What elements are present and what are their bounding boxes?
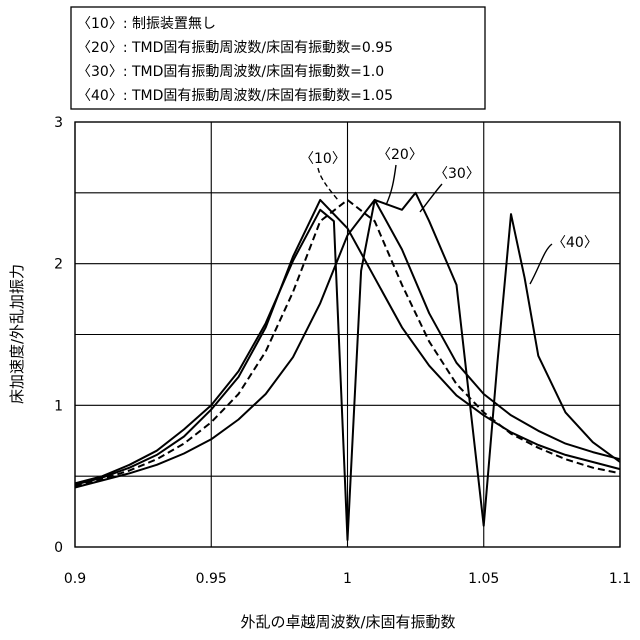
annotation-20-leader <box>386 165 396 205</box>
x-axis-label: 外乱の卓越周波数/床固有振動数 <box>240 613 455 631</box>
x-tick-label: 1.1 <box>609 571 631 587</box>
x-tick-label: 0.95 <box>196 571 227 587</box>
annotation-30-leader <box>420 184 442 212</box>
x-tick-label: 0.9 <box>64 571 86 587</box>
legend-entry-20: 〈20〉: TMD固有振動周波数/床固有振動数=0.95 <box>77 40 393 56</box>
annotation-30-label: 〈30〉 <box>434 166 480 182</box>
y-tick-labels: 0 1 2 3 <box>54 115 63 556</box>
annotation-40-label: 〈40〉 <box>552 235 598 251</box>
legend-entry-30: 〈30〉: TMD固有振動周波数/床固有振動数=1.0 <box>77 64 384 80</box>
x-tick-labels: 0.9 0.95 1 1.05 1.1 <box>64 571 631 587</box>
x-tick-label: 1 <box>343 571 352 587</box>
legend: 〈10〉: 制振装置無し 〈20〉: TMD固有振動周波数/床固有振動数=0.9… <box>71 7 485 109</box>
annotation-10-leader <box>318 168 338 200</box>
y-tick-label: 3 <box>54 115 63 131</box>
legend-entry-40: 〈40〉: TMD固有振動周波数/床固有振動数=1.05 <box>77 88 393 104</box>
grid <box>75 122 620 547</box>
y-axis-label: 床加速度/外乱加振力 <box>8 264 26 404</box>
legend-entry-10: 〈10〉: 制振装置無し <box>77 16 216 32</box>
annotation-10-label: 〈10〉 <box>300 151 346 167</box>
y-tick-label: 1 <box>54 398 63 414</box>
x-tick-label: 1.05 <box>468 571 499 587</box>
y-tick-label: 2 <box>54 257 63 273</box>
y-tick-label: 0 <box>54 540 63 556</box>
annotation-20-label: 〈20〉 <box>377 147 423 163</box>
